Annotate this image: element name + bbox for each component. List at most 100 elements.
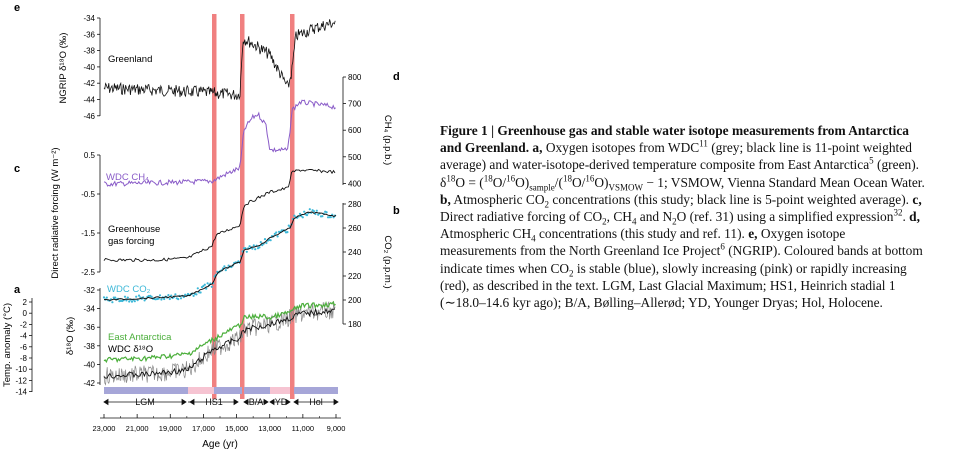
co2-point [301, 216, 304, 219]
co2-point [251, 247, 254, 250]
d-tick-group: 800 700 600 500 400 [343, 73, 362, 188]
d-tick-label: 500 [348, 153, 362, 162]
co2-point [263, 238, 267, 241]
caption-e-ref: 6 [720, 241, 725, 252]
co2-point [168, 297, 171, 301]
wdc-d18o-label: WDC δ¹⁸O [108, 344, 153, 355]
caption-a-sub-vsmow: VSMOW [608, 182, 643, 193]
east-antarctica-label: East Antarctica [108, 332, 172, 343]
caption-c-sub2: 2 [602, 216, 607, 227]
e-tick-label: -44 [83, 96, 95, 105]
panel-e-axis: e -34 -36 -38 -40 -42 -44 -46 NGRIP δ¹⁸O (‰) G… [14, 2, 152, 121]
co2-point [114, 296, 117, 299]
co2-point [315, 209, 318, 212]
b-tick-label: 220 [348, 272, 362, 281]
co2-point [261, 244, 264, 247]
co2-point [202, 284, 205, 288]
co2-point [126, 296, 129, 299]
co2-point [195, 293, 198, 296]
period-label-yd: YD [275, 397, 288, 407]
a-right-tick-label: -40 [83, 360, 95, 369]
e-axis-label: NGRIP δ¹⁸O (‰) [58, 33, 69, 104]
co2-point [174, 293, 177, 296]
x-tick-label: 11,000 [292, 424, 314, 433]
period-band-yd [270, 387, 290, 394]
panel-letter-c: c [14, 163, 20, 175]
co2-point [254, 248, 257, 251]
co2-point [137, 294, 141, 297]
d-tick-label: 800 [348, 73, 362, 82]
co2-point [248, 245, 251, 248]
period-label-ba: B/A [249, 397, 264, 407]
x-tick-label: 13,000 [258, 424, 281, 433]
greenhouse-label-2: gas forcing [108, 236, 154, 247]
d-tick-label: 700 [348, 100, 362, 109]
caption-a-ref2: 5 [869, 155, 874, 166]
x-tick-label: 19,000 [159, 424, 182, 433]
wdc-co2-points [102, 208, 337, 304]
greenhouse-forcing-line [103, 168, 336, 262]
wdc-co2-smooth-line [103, 211, 337, 301]
panel-letter-d: d [393, 71, 400, 83]
a-right-tick-label: -32 [83, 286, 95, 295]
co2-point [224, 269, 227, 272]
co2-point [223, 265, 226, 268]
caption-b-text: Atmospheric CO [453, 191, 545, 207]
x-tick-label: 23,000 [93, 424, 116, 433]
caption-title: Figure 1 | Greenhouse gas and stable wat… [440, 123, 909, 156]
c-tick-label: -1.5 [81, 229, 95, 238]
a-left-tick-label: 2 [23, 298, 28, 307]
b-tick-label: 240 [348, 248, 362, 257]
a-right-tick-label: -34 [83, 305, 95, 314]
b-axis-label: CO₂ (p.p.m.) [382, 235, 393, 288]
period-band-ba [244, 387, 270, 394]
a-right-tick-group: -32 -34 -36 -38 -40 -42 [83, 286, 100, 388]
co2-point [105, 296, 108, 299]
co2-point [128, 300, 131, 303]
e-tick-label: -34 [83, 14, 95, 23]
period-label-hol: Hol [309, 397, 323, 407]
caption-c-text: Direct radiative forcing of CO [440, 209, 603, 225]
wdc-d18o-black-line [103, 307, 336, 379]
period-band-hs1-blue [214, 387, 242, 394]
a-right-tick-label: -42 [83, 379, 95, 388]
co2-point [150, 295, 153, 298]
period-bar [104, 387, 338, 394]
caption-c-sub2b: 2 [672, 216, 677, 227]
co2-point [170, 294, 173, 297]
co2-point [160, 298, 163, 301]
co2-point [125, 299, 128, 302]
d-axis-label: CH₄ (p.p.b.) [382, 115, 393, 165]
series-group [102, 19, 337, 386]
caption-a-sup18c: 18 [562, 173, 572, 184]
co2-point [163, 297, 166, 301]
co2-point [259, 241, 262, 244]
a-left-tick-label: -4 [20, 332, 28, 341]
x-tick-label: 21,000 [126, 424, 149, 433]
panel-a-axis: a 2 0 -2 -4 -6 -8 -10 -12 -14 Temp. anomaly (°C)… [2, 284, 172, 397]
caption-c-text2: , CH [606, 209, 632, 225]
caption-a-ref: 11 [699, 138, 708, 149]
caption-a-sup16b: 16 [585, 173, 595, 184]
caption-c-text3: and N [636, 209, 673, 225]
c-tick-label: -2.5 [81, 268, 95, 277]
d-tick-label: 600 [348, 126, 362, 135]
co2-point [205, 287, 208, 290]
ngrip-d18o-line [103, 19, 336, 101]
caption-a-text8: O/ [571, 174, 586, 190]
co2-point [305, 214, 309, 217]
co2-point [317, 213, 320, 216]
red-band-hol-onset [290, 14, 295, 399]
e-tick-label: -40 [83, 63, 95, 72]
d-tick-label: 400 [348, 179, 362, 188]
co2-point [269, 239, 272, 242]
caption-a-text3: (green). δ [440, 157, 920, 190]
co2-point [252, 244, 255, 247]
co2-point [287, 224, 290, 227]
caption-d-sub4: 4 [531, 233, 536, 244]
caption-a-sub-sample: sample [529, 182, 555, 193]
wdc-ch4-line [103, 99, 336, 188]
co2-point [276, 235, 279, 238]
co2-point [303, 210, 306, 213]
co2-point [192, 294, 195, 297]
